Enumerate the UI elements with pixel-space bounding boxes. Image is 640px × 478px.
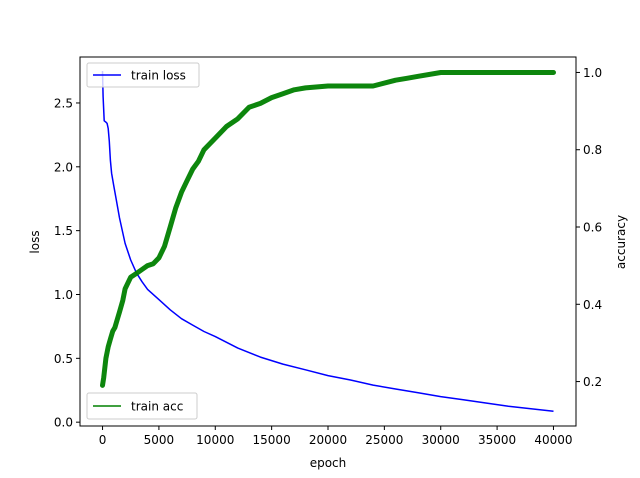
y-axis-left-label: loss [28,230,42,253]
y-axis-left-ticks: 0.0 0.5 1.0 1.5 2.0 2.5 [54,96,80,430]
y-left-tick-label: 2.0 [54,160,73,174]
y-right-tick-label: 0.6 [583,221,602,235]
loss-line-group [101,70,554,413]
y-right-tick-label: 0.2 [583,375,602,389]
y-right-tick-label: 0.4 [583,298,602,312]
legend-train-acc: train acc [86,392,198,420]
y-right-tick-label: 1.0 [583,66,602,80]
legend-train-loss: train loss [86,62,200,88]
legend-box [86,392,198,420]
y-left-tick-label: 2.5 [54,96,73,110]
legend-box [86,62,200,88]
legend-loss-label: train loss [131,69,186,83]
x-axis-ticks: 0 5000 10000 15000 20000 25000 30000 35000 40000 [99,426,573,447]
x-tick-label: 35000 [478,433,516,447]
legend-acc-label: train acc [131,400,183,414]
x-tick-label: 10000 [196,433,234,447]
x-axis-label: epoch [310,456,347,470]
y-left-tick-label: 1.5 [54,224,73,238]
plot-frame [79,56,577,427]
x-tick-label: 40000 [534,433,572,447]
y-axis-right-label: accuracy [614,215,628,269]
y-left-tick-label: 0.0 [54,416,73,430]
y-left-tick-label: 0.5 [54,352,73,366]
acc-line-group [100,70,556,388]
x-tick-label: 25000 [365,433,403,447]
x-tick-label: 30000 [422,433,460,447]
x-tick-label: 20000 [309,433,347,447]
y-axis-right-ticks: 0.2 0.4 0.6 0.8 1.0 [576,66,602,389]
series-train-loss-line [101,70,554,413]
y-left-tick-label: 1.0 [54,288,73,302]
x-tick-label: 15000 [253,433,291,447]
x-tick-label: 0 [99,433,107,447]
series-train-acc-line [100,70,556,388]
y-right-tick-label: 0.8 [583,143,602,157]
x-tick-label: 5000 [144,433,175,447]
